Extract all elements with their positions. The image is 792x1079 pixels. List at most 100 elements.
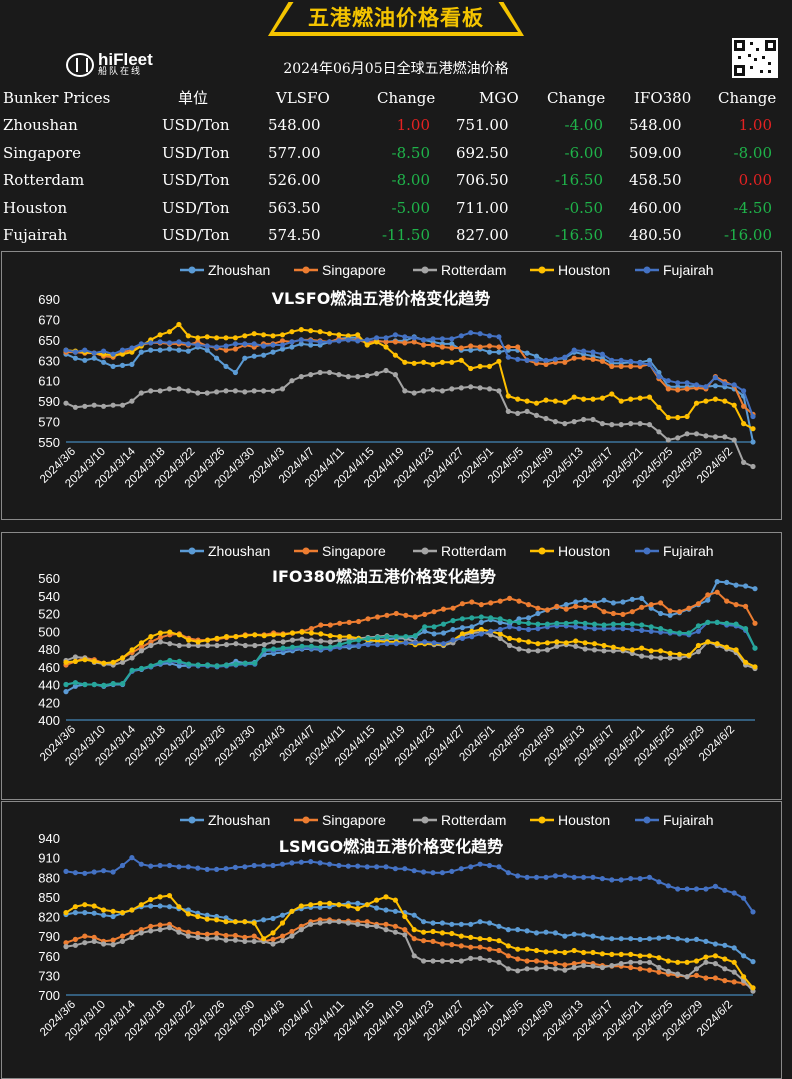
data-point — [119, 362, 126, 368]
data-point — [552, 961, 559, 967]
data-point — [750, 413, 756, 420]
data-point — [242, 938, 248, 944]
data-point — [270, 862, 276, 869]
y-tick-label: 500 — [38, 624, 60, 639]
data-point — [714, 589, 720, 595]
data-point — [232, 919, 238, 925]
data-point — [449, 930, 455, 937]
data-point — [383, 339, 389, 345]
data-point — [63, 940, 69, 946]
data-point — [289, 928, 295, 935]
data-point — [185, 864, 191, 870]
data-point — [516, 637, 522, 643]
data-point — [515, 946, 521, 952]
data-point — [138, 648, 145, 654]
data-point — [731, 959, 737, 965]
data-point — [752, 620, 758, 626]
data-point — [280, 639, 286, 645]
data-point — [563, 640, 569, 646]
data-point — [214, 642, 220, 649]
data-point — [110, 363, 116, 369]
column-header: Bunker Prices — [3, 89, 111, 107]
data-point — [129, 398, 135, 404]
data-point — [298, 341, 304, 347]
data-point — [261, 352, 267, 358]
data-point — [383, 864, 389, 870]
data-point — [214, 335, 220, 341]
data-point — [364, 923, 370, 929]
data-point — [195, 335, 201, 341]
data-point — [223, 335, 229, 341]
data-point — [496, 358, 502, 364]
data-point — [599, 951, 606, 957]
data-point — [705, 619, 711, 625]
data-point — [289, 644, 296, 650]
data-point — [449, 921, 455, 927]
data-point — [590, 396, 596, 402]
data-point — [628, 964, 634, 971]
data-point — [101, 660, 107, 666]
data-point — [535, 641, 541, 647]
data-point — [157, 894, 163, 900]
data-point — [91, 910, 97, 916]
data-point — [242, 633, 248, 639]
data-point — [91, 681, 97, 688]
data-point — [439, 359, 445, 365]
data-point — [648, 605, 654, 611]
data-point — [63, 347, 69, 353]
data-point — [223, 642, 230, 648]
data-point — [431, 624, 437, 630]
data-point — [157, 922, 163, 928]
series-fujairah — [63, 619, 758, 688]
data-point — [336, 332, 342, 338]
data-point — [544, 607, 551, 613]
data-point — [507, 642, 513, 649]
data-point — [252, 660, 258, 666]
data-point — [355, 921, 361, 927]
data-point — [72, 936, 78, 942]
data-point — [138, 390, 144, 396]
data-point — [251, 920, 257, 926]
data-point — [741, 974, 747, 980]
data-point — [533, 958, 540, 964]
data-point — [63, 868, 69, 874]
ifo380-price: 460.00 — [629, 198, 682, 217]
data-point — [515, 956, 521, 962]
data-point — [469, 615, 475, 621]
ifo380-change: 0.00 — [738, 171, 772, 189]
data-point — [204, 343, 210, 349]
data-point — [157, 639, 163, 645]
data-point — [214, 389, 220, 395]
data-point — [383, 927, 389, 933]
data-point — [242, 660, 248, 666]
data-point — [496, 947, 502, 954]
legend-marker — [421, 816, 429, 824]
data-point — [543, 397, 549, 403]
data-point — [582, 597, 588, 603]
data-point — [515, 396, 521, 402]
data-point — [440, 641, 447, 647]
data-point — [629, 647, 635, 653]
data-point — [252, 642, 258, 649]
data-point — [185, 907, 191, 913]
port-name: Zhoushan — [3, 116, 78, 134]
data-point — [486, 343, 493, 349]
legend-item: Rotterdam — [413, 812, 506, 828]
data-point — [355, 900, 361, 906]
data-point — [430, 387, 436, 393]
mgo-change: -16.50 — [554, 226, 603, 244]
data-point — [383, 344, 389, 350]
data-point — [346, 642, 352, 649]
y-tick-label: 760 — [38, 949, 60, 964]
data-point — [364, 864, 370, 870]
data-point — [609, 963, 615, 969]
data-point — [684, 380, 690, 386]
data-point — [563, 606, 569, 612]
data-point — [601, 597, 607, 603]
data-point — [148, 388, 154, 394]
data-point — [157, 927, 163, 933]
data-point — [722, 956, 728, 962]
data-point — [157, 339, 163, 345]
data-point — [486, 946, 493, 952]
data-point — [571, 947, 577, 954]
